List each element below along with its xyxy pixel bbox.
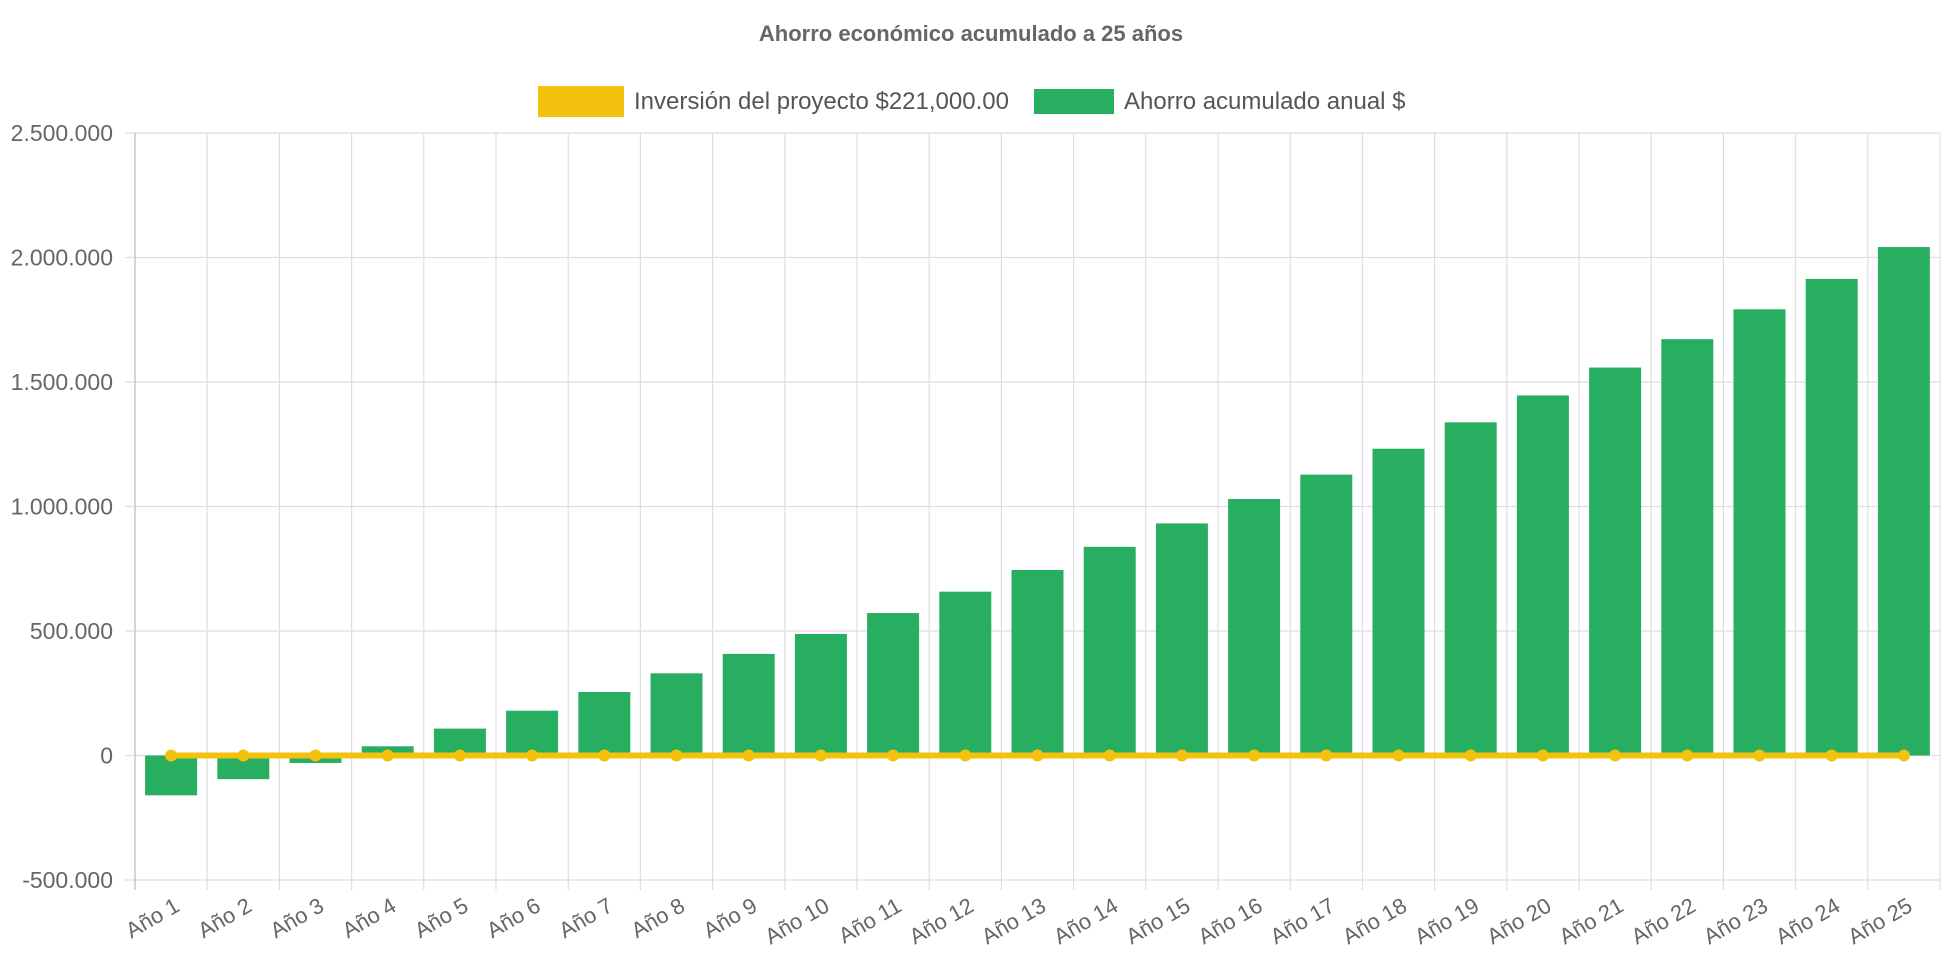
bar-año-6: [506, 710, 559, 756]
x-tick-label: Año 15: [1122, 893, 1195, 950]
bar-año-22: [1661, 339, 1714, 756]
investment-point: [1753, 749, 1766, 762]
x-tick-label: Año 10: [761, 893, 834, 950]
investment-point: [309, 749, 322, 762]
x-tick-label: Año 7: [555, 893, 617, 943]
y-tick-label: 2.000.000: [11, 245, 113, 271]
investment-point: [1031, 749, 1044, 762]
y-tick-label: -500.000: [22, 867, 113, 893]
bar-año-16: [1228, 499, 1281, 756]
y-tick-label: 2.500.000: [11, 120, 113, 146]
investment-point: [1609, 749, 1622, 762]
bar-año-10: [794, 633, 847, 756]
x-tick-label: Año 8: [627, 893, 689, 943]
bar-año-14: [1083, 546, 1136, 756]
investment-point: [1681, 749, 1694, 762]
investment-point: [959, 749, 972, 762]
investment-point: [598, 749, 611, 762]
investment-point: [1464, 749, 1477, 762]
x-tick-label: Año 14: [1049, 893, 1122, 950]
investment-point: [1897, 749, 1910, 762]
legend-swatch-investment[interactable]: [538, 86, 624, 117]
bar-año-1: [145, 755, 198, 796]
x-tick-label: Año 5: [410, 893, 472, 943]
legend-label-savings[interactable]: Ahorro acumulado anual $: [1124, 88, 1406, 115]
bar-año-13: [1011, 569, 1064, 756]
x-tick-label: Año 18: [1338, 893, 1411, 950]
x-tick-label: Año 2: [194, 893, 256, 943]
bar-año-2: [217, 755, 270, 780]
chart-title: Ahorro económico acumulado a 25 años: [759, 21, 1183, 46]
bar-año-15: [1155, 523, 1208, 756]
investment-point: [237, 749, 250, 762]
investment-point: [1825, 749, 1838, 762]
x-tick-label: Año 25: [1844, 893, 1917, 950]
x-tick-label: Año 22: [1627, 893, 1700, 950]
investment-point: [742, 749, 755, 762]
investment-point: [814, 749, 827, 762]
x-tick-label: Año 20: [1483, 893, 1556, 950]
investment-point: [453, 749, 466, 762]
legend-swatch-savings[interactable]: [1034, 89, 1114, 114]
x-tick-label: Año 24: [1771, 893, 1844, 950]
x-tick-label: Año 3: [266, 893, 328, 943]
y-tick-label: 0: [100, 743, 113, 769]
x-tick-label: Año 1: [121, 893, 183, 943]
x-tick-label: Año 23: [1699, 893, 1772, 950]
x-tick-label: Año 6: [482, 893, 544, 943]
bar-año-18: [1372, 448, 1425, 756]
investment-line: [165, 749, 1910, 762]
investment-point: [526, 749, 539, 762]
investment-point: [1392, 749, 1405, 762]
investment-point: [1320, 749, 1333, 762]
investment-point: [1103, 749, 1116, 762]
investment-point: [670, 749, 683, 762]
x-tick-label: Año 12: [905, 893, 978, 950]
bar-año-21: [1589, 367, 1642, 756]
bar-año-17: [1300, 474, 1353, 756]
savings-bars: [145, 247, 1930, 796]
bar-año-25: [1877, 247, 1930, 756]
x-tick-label: Año 11: [834, 893, 905, 949]
bar-año-23: [1733, 309, 1786, 756]
investment-point: [1248, 749, 1261, 762]
bar-año-9: [722, 653, 775, 756]
bar-año-7: [578, 692, 631, 756]
x-tick-label: Año 19: [1410, 893, 1483, 950]
legend-label-investment[interactable]: Inversión del proyecto $221,000.00: [634, 88, 1009, 115]
investment-point: [1536, 749, 1549, 762]
legend: Inversión del proyecto $221,000.00 Ahorr…: [538, 86, 1406, 117]
investment-point: [381, 749, 394, 762]
y-tick-label: 1.000.000: [11, 494, 113, 520]
x-tick-label: Año 16: [1194, 893, 1267, 950]
bar-año-20: [1516, 395, 1569, 756]
x-tick-label: Año 21: [1555, 893, 1628, 950]
x-tick-label: Año 4: [338, 893, 400, 943]
bar-año-19: [1444, 422, 1497, 756]
x-axis-ticks: Año 1 Año 2 Año 3 Año 4 Año 5 Año 6 Año 7 Año 8…: [121, 893, 1916, 950]
investment-point: [165, 749, 178, 762]
x-tick-label: Año 13: [977, 893, 1050, 950]
x-tick-label: Año 9: [699, 893, 761, 943]
investment-point: [887, 749, 900, 762]
bar-año-11: [867, 613, 920, 756]
investment-point: [1175, 749, 1188, 762]
bar-año-24: [1805, 278, 1858, 756]
grid: [125, 132, 1941, 890]
bar-año-8: [650, 673, 703, 756]
y-tick-label: 500.000: [30, 618, 113, 644]
y-axis-ticks: -500.000 0 500.000 1.000.000 1.500.000 2.000.…: [11, 120, 113, 893]
x-tick-label: Año 17: [1266, 893, 1339, 950]
y-tick-label: 1.500.000: [11, 369, 113, 395]
bar-año-12: [939, 591, 992, 756]
